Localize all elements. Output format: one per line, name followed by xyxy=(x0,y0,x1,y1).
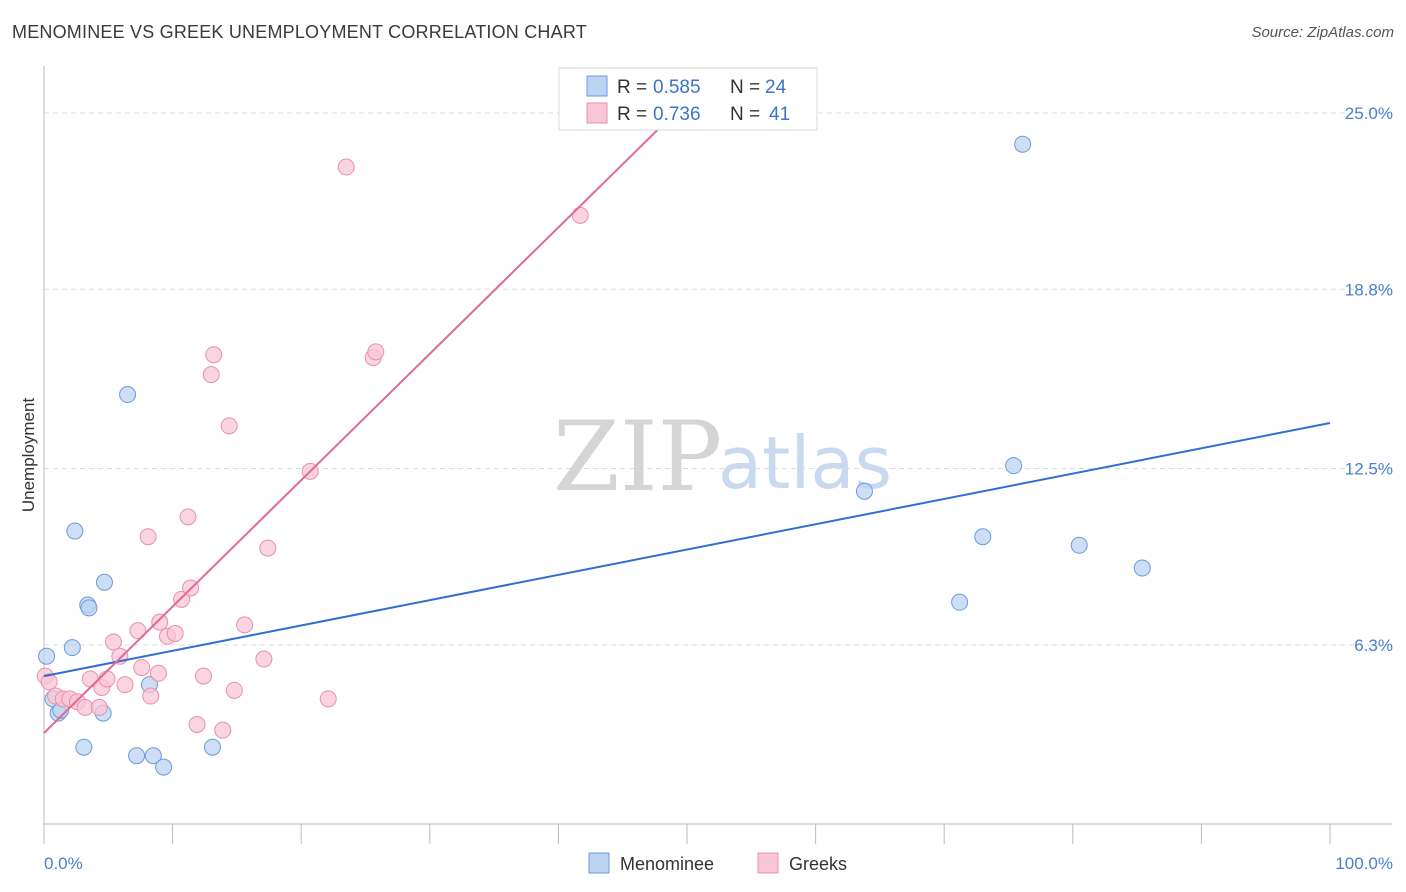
point-greeks xyxy=(151,613,169,631)
point-menominee xyxy=(95,573,113,591)
point-menominee xyxy=(203,738,221,756)
grid-lines xyxy=(44,112,1392,646)
point-greeks xyxy=(179,508,197,526)
y-tick-labels: 6.3% 12.5% 18.8% 25.0% xyxy=(1345,104,1393,655)
point-greeks xyxy=(139,528,157,546)
point-greeks xyxy=(202,366,220,384)
point-menominee xyxy=(1005,457,1023,475)
legend-n-value-pink: 41 xyxy=(769,104,790,125)
y-tick-label: 18.8% xyxy=(1345,280,1393,299)
point-greeks xyxy=(173,590,191,608)
point-menominee xyxy=(66,522,84,540)
bottom-legend-swatch-menominee xyxy=(588,852,610,874)
watermark-zip: ZIP xyxy=(553,401,722,513)
legend-r-label-pink: R = xyxy=(617,104,647,125)
legend-r-value-blue: 0.585 xyxy=(653,77,701,98)
point-greeks xyxy=(142,687,160,705)
point-greeks xyxy=(214,721,232,739)
point-greeks xyxy=(337,158,355,176)
point-greeks xyxy=(367,343,385,361)
legend-r-value-pink: 0.736 xyxy=(653,104,701,125)
legend-swatch-blue xyxy=(586,75,608,97)
point-greeks xyxy=(90,698,108,716)
point-greeks xyxy=(133,659,151,677)
point-greeks xyxy=(205,346,223,364)
point-greeks xyxy=(319,690,337,708)
point-menominee xyxy=(38,647,56,665)
point-menominee xyxy=(63,639,81,657)
point-menominee xyxy=(144,747,162,765)
point-greeks xyxy=(255,650,273,668)
bottom-legend: Menominee Greeks xyxy=(588,852,847,874)
point-menominee xyxy=(75,738,93,756)
point-greeks xyxy=(116,676,134,694)
axes xyxy=(43,66,1392,844)
point-greeks xyxy=(166,624,184,642)
legend-n-label-pink: N = xyxy=(730,104,760,125)
bottom-legend-swatch-greeks xyxy=(757,852,779,874)
point-menominee xyxy=(119,386,137,404)
point-greeks xyxy=(98,670,116,688)
point-menominee xyxy=(1133,559,1151,577)
watermark: ZIP atlas xyxy=(553,401,892,513)
point-menominee xyxy=(855,482,873,500)
chart-title: MENOMINEE VS GREEK UNEMPLOYMENT CORRELAT… xyxy=(12,22,587,42)
point-greeks xyxy=(76,698,94,716)
legend-n-label-blue: N = xyxy=(730,77,760,98)
point-greeks xyxy=(40,673,58,691)
x-tick-labels: 0.0% 100.0% xyxy=(44,854,1393,873)
point-menominee xyxy=(80,599,98,617)
x-tick-label-max: 100.0% xyxy=(1335,854,1393,873)
point-menominee xyxy=(1070,536,1088,554)
legend-swatch-pink xyxy=(586,102,608,124)
point-greeks xyxy=(104,633,122,651)
legend-r-label-blue: R = xyxy=(617,77,647,98)
point-greeks xyxy=(225,681,243,699)
trend-line-greeks xyxy=(43,106,682,734)
point-menominee xyxy=(1014,135,1032,153)
point-greeks xyxy=(194,667,212,685)
point-greeks xyxy=(129,622,147,640)
point-menominee xyxy=(128,747,146,765)
trend-lines xyxy=(43,106,1331,734)
point-greeks xyxy=(188,715,206,733)
point-greeks xyxy=(259,539,277,557)
y-tick-label: 12.5% xyxy=(1345,459,1393,478)
point-greeks xyxy=(236,616,254,634)
x-tick-label-min: 0.0% xyxy=(44,854,83,873)
legend-n-value-blue: 24 xyxy=(765,77,787,98)
legend: R = 0.585 N = 24 R = 0.736 N = 41 xyxy=(558,67,818,131)
source-label: Source: ZipAtlas.com xyxy=(1251,24,1394,41)
y-axis-title: Unemployment xyxy=(19,398,38,513)
point-menominee xyxy=(951,593,969,611)
point-greeks xyxy=(220,417,238,435)
point-greeks xyxy=(149,664,167,682)
trend-line-menominee xyxy=(43,421,1331,678)
bottom-legend-menominee: Menominee xyxy=(620,854,714,874)
y-tick-label: 25.0% xyxy=(1345,104,1393,123)
point-greeks xyxy=(571,206,589,224)
y-tick-label: 6.3% xyxy=(1354,636,1393,655)
bottom-legend-greeks: Greeks xyxy=(789,854,847,874)
point-menominee xyxy=(974,528,992,546)
point-menominee xyxy=(155,758,173,776)
series-greeks-points xyxy=(36,158,589,739)
